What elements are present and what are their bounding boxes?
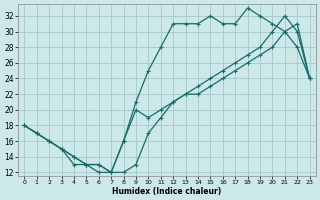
X-axis label: Humidex (Indice chaleur): Humidex (Indice chaleur) bbox=[112, 187, 221, 196]
